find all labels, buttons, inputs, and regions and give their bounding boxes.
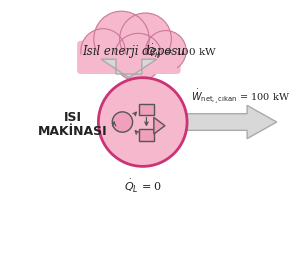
Circle shape (146, 31, 186, 71)
Bar (139, 104, 154, 115)
FancyBboxPatch shape (81, 54, 177, 74)
Circle shape (120, 13, 171, 65)
Circle shape (99, 78, 187, 166)
Circle shape (94, 11, 149, 67)
Text: $\dot{Q}_L$ = 0: $\dot{Q}_L$ = 0 (124, 178, 162, 194)
Text: $\dot{Q}_H$ = 100 kW: $\dot{Q}_H$ = 100 kW (146, 43, 217, 60)
Text: Isıl enerji deposu: Isıl enerji deposu (82, 45, 185, 58)
Text: MAKİNASI: MAKİNASI (38, 125, 107, 138)
Circle shape (114, 33, 162, 82)
Circle shape (81, 29, 125, 73)
Text: ISI: ISI (64, 111, 81, 124)
FancyBboxPatch shape (77, 41, 181, 74)
Polygon shape (101, 59, 157, 78)
Polygon shape (154, 117, 165, 134)
Text: $\dot{W}_{\rm net,\ \c{c}{\i}kan}$ = 100 kW: $\dot{W}_{\rm net,\ \c{c}{\i}kan}$ = 100… (191, 87, 290, 106)
Circle shape (112, 112, 132, 132)
Polygon shape (183, 105, 277, 139)
Bar (139, 129, 154, 140)
